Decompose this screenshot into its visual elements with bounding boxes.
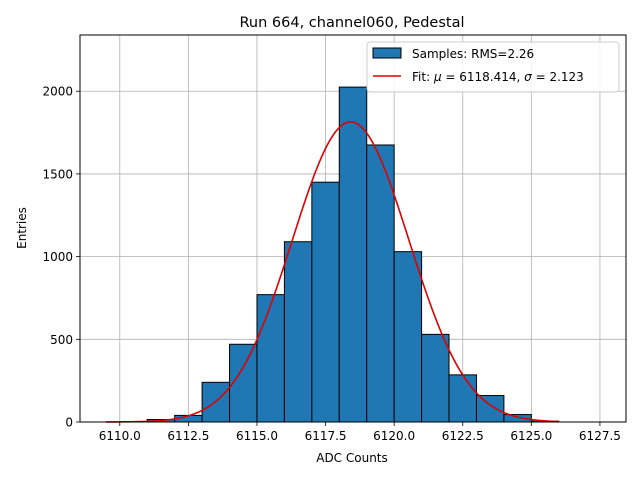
histogram-bar (449, 375, 476, 422)
chart-title: Run 664, channel060, Pedestal (239, 15, 464, 31)
x-tick-label: 6117.5 (305, 429, 347, 443)
x-axis-label: ADC Counts (316, 451, 388, 465)
histogram-bar (367, 145, 394, 422)
y-tick-label: 1500 (42, 167, 73, 181)
legend: Samples: RMS=2.26 Fit: μ = 6118.414, σ =… (367, 42, 619, 92)
y-tick-label: 0 (65, 416, 73, 430)
histogram-bar (339, 87, 366, 422)
y-axis-label: Entries (15, 207, 29, 249)
legend-samples-swatch (373, 48, 401, 58)
histogram-bar (476, 396, 503, 422)
y-tick-label: 1000 (42, 250, 73, 264)
x-tick-label: 6115.0 (236, 429, 278, 443)
legend-fit-label: Fit: μ = 6118.414, σ = 2.123 (412, 70, 584, 84)
legend-samples-label: Samples: RMS=2.26 (412, 47, 534, 61)
x-tick-label: 6110.0 (99, 429, 141, 443)
y-tick-label: 2000 (42, 85, 73, 99)
x-tick-label: 6112.5 (167, 429, 209, 443)
x-tick-label: 6125.0 (510, 429, 552, 443)
histogram-bar (394, 252, 421, 422)
legend-fit-mu-value: = 6118.414, (442, 70, 525, 84)
legend-fit-label-prefix: Fit: (412, 70, 434, 84)
x-tick-label: 6120.0 (373, 429, 415, 443)
legend-fit-mu-symbol: μ (433, 70, 442, 84)
histogram-bar (284, 242, 311, 422)
histogram-bar (257, 295, 284, 422)
histogram-bar (422, 334, 449, 422)
x-tick-label: 6127.5 (579, 429, 621, 443)
histogram-bar (312, 182, 339, 422)
legend-fit-sigma-value: = 2.123 (532, 70, 584, 84)
y-tick-label: 500 (50, 333, 73, 347)
x-tick-label: 6122.5 (442, 429, 484, 443)
